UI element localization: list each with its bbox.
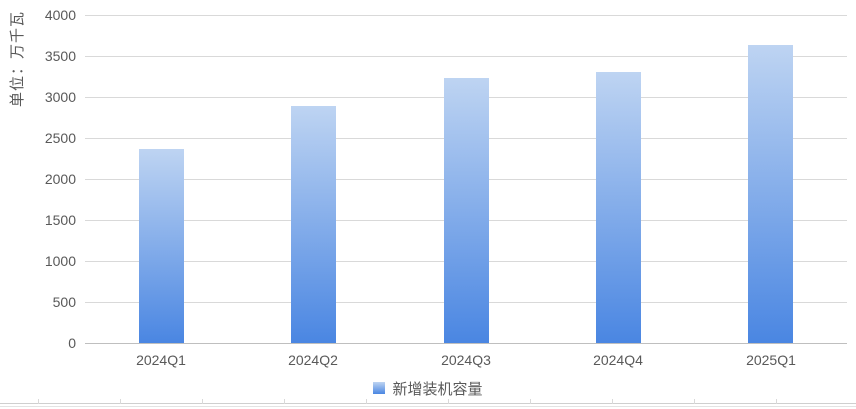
x-category-label: 2024Q2 (288, 352, 338, 368)
sheet-column-border (612, 399, 613, 404)
gridline (85, 15, 847, 16)
bar-2024Q4[interactable] (596, 72, 641, 343)
sheet-column-border (694, 399, 695, 404)
bar-2024Q3[interactable] (444, 78, 489, 343)
sheet-column-border (530, 399, 531, 404)
sheet-column-border (284, 399, 285, 404)
y-tick-label: 1000 (44, 253, 76, 269)
x-category-label: 2024Q3 (441, 352, 491, 368)
y-tick-label: 3500 (44, 48, 76, 64)
legend-marker-icon (373, 382, 386, 394)
bar-2024Q2[interactable] (291, 106, 336, 343)
sheet-column-border (202, 399, 203, 404)
sheet-column-border (38, 399, 39, 404)
y-tick-label: 2000 (44, 171, 76, 187)
y-tick-label: 0 (68, 335, 76, 351)
y-tick-label: 1500 (44, 212, 76, 228)
x-category-label: 2024Q1 (136, 352, 186, 368)
y-tick-label: 3000 (44, 89, 76, 105)
sheet-column-border (120, 399, 121, 404)
sheet-row-border (0, 403, 856, 404)
y-tick-label: 4000 (44, 7, 76, 23)
sheet-column-border (366, 399, 367, 404)
bar-2025Q1[interactable] (748, 44, 793, 343)
legend-label: 新增装机容量 (392, 380, 483, 398)
sheet-column-border (448, 399, 449, 404)
x-axis-line (85, 343, 847, 344)
bar-2024Q1[interactable] (139, 148, 184, 343)
x-category-label: 2025Q1 (746, 352, 796, 368)
legend[interactable]: 新增装机容量 (0, 379, 856, 398)
gridline (85, 56, 847, 57)
y-tick-label: 2500 (44, 130, 76, 146)
sheet-column-border (776, 399, 777, 404)
sheet-row-border (0, 406, 856, 407)
y-tick-label: 500 (52, 294, 76, 310)
x-category-label: 2024Q4 (593, 352, 643, 368)
